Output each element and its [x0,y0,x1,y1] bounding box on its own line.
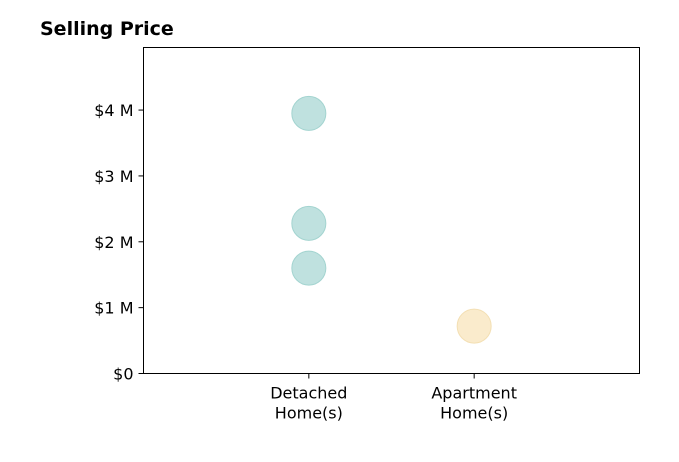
y-tick-label: $1 M [94,299,133,318]
data-point [456,308,492,344]
x-tick-label: Home(s) [275,404,343,423]
y-tick-label: $2 M [94,233,133,252]
x-tick-label: Detached [270,384,347,403]
data-point [291,95,327,131]
plot-frame [143,47,640,374]
x-tick-label: Home(s) [440,404,508,423]
chart-title: Selling Price [40,18,174,40]
y-tick-label: $0 [113,365,133,384]
x-tick-label: Apartment [431,384,517,403]
y-tick-label: $4 M [94,101,133,120]
data-point [291,250,327,286]
data-point [291,205,327,241]
y-tick-label: $3 M [94,167,133,186]
